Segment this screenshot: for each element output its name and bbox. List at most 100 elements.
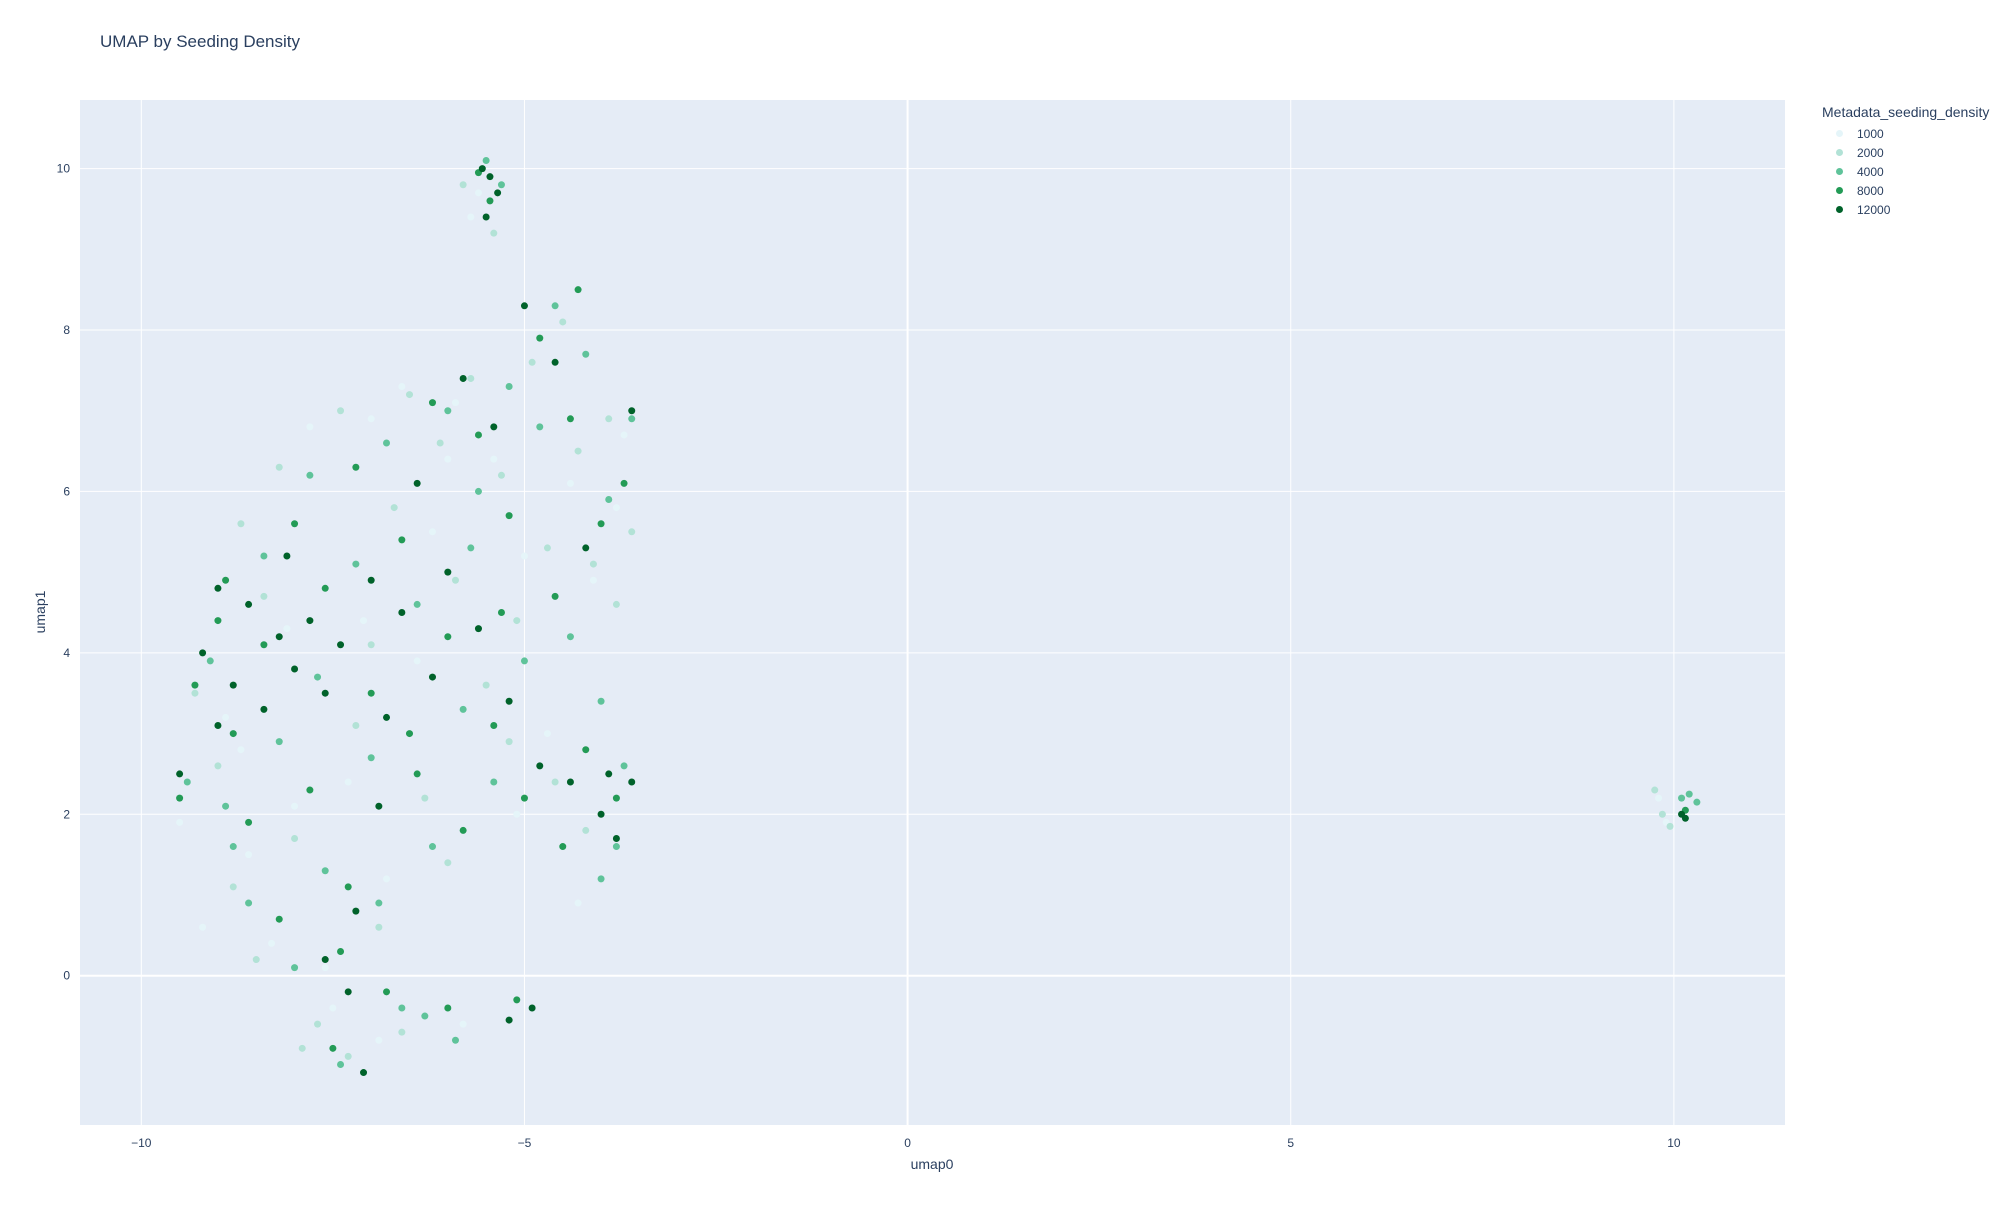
data-point-4000: [551, 302, 559, 310]
y-tick-label: 6: [63, 484, 70, 498]
data-point-4000: [497, 181, 505, 189]
legend-title: Metadata_seeding_density: [1822, 104, 1990, 120]
data-point-12000: [260, 705, 268, 713]
data-point-1000: [413, 657, 421, 665]
data-point-2000: [559, 318, 567, 326]
legend-label: 8000: [1857, 183, 1884, 198]
legend-item-12000[interactable]: 12000: [1822, 200, 1989, 219]
data-point-8000: [490, 721, 498, 729]
data-point-1000: [398, 383, 406, 391]
data-point-1000: [199, 923, 207, 931]
data-point-4000: [597, 875, 605, 883]
data-point-1000: [367, 415, 375, 423]
data-point-8000: [536, 334, 544, 342]
x-tick-label: 10: [1667, 1136, 1681, 1150]
data-point-4000: [222, 802, 230, 810]
legend-item-4000[interactable]: 4000: [1822, 162, 1989, 181]
data-point-4000: [474, 487, 482, 495]
data-point-12000: [612, 834, 620, 842]
data-point-8000: [191, 681, 199, 689]
data-point-8000: [566, 415, 574, 423]
x-axis-title: umap0: [911, 1156, 954, 1172]
data-point-4000: [375, 899, 383, 907]
data-point-12000: [459, 374, 467, 382]
data-point-8000: [306, 786, 314, 794]
data-point-12000: [199, 649, 207, 657]
legend-item-1000[interactable]: 1000: [1822, 124, 1989, 143]
data-point-8000: [612, 794, 620, 802]
legend-label: 2000: [1857, 145, 1884, 160]
data-point-2000: [467, 374, 475, 382]
points-layer: [176, 157, 1701, 1077]
data-point-2000: [344, 1052, 352, 1060]
legend-item-2000[interactable]: 2000: [1822, 143, 1989, 162]
grid-layer: [80, 100, 1785, 1125]
data-point-12000: [337, 641, 345, 649]
y-tick-label: 8: [63, 323, 70, 337]
data-point-1000: [344, 778, 352, 786]
data-point-4000: [337, 1060, 345, 1068]
data-point-12000: [605, 770, 613, 778]
data-point-1000: [306, 423, 314, 431]
data-point-12000: [344, 988, 352, 996]
data-point-12000: [383, 713, 391, 721]
data-point-2000: [444, 859, 452, 867]
x-tick-label: 0: [904, 1136, 911, 1150]
data-point-8000: [497, 609, 505, 616]
data-point-2000: [551, 778, 559, 786]
data-point-8000: [321, 584, 329, 592]
legend-item-8000[interactable]: 8000: [1822, 181, 1989, 200]
data-point-4000: [321, 867, 329, 875]
data-point-8000: [222, 576, 230, 584]
data-point-2000: [628, 528, 636, 536]
y-axis-title: umap1: [32, 590, 48, 633]
data-point-8000: [291, 520, 299, 528]
data-point-12000: [214, 721, 222, 729]
data-point-8000: [275, 915, 283, 923]
data-point-12000: [214, 584, 222, 592]
data-point-1000: [490, 455, 498, 463]
data-point-8000: [597, 520, 605, 528]
data-point-12000: [505, 697, 513, 705]
data-point-2000: [275, 463, 283, 471]
data-point-1000: [451, 399, 459, 407]
y-tick-label: 10: [57, 162, 71, 176]
data-point-8000: [513, 996, 521, 1004]
data-point-12000: [494, 189, 502, 197]
data-point-1000: [513, 810, 521, 818]
data-point-4000: [428, 843, 436, 851]
data-point-2000: [375, 923, 383, 931]
data-point-2000: [260, 592, 268, 600]
data-point-2000: [421, 794, 429, 802]
data-point-4000: [444, 407, 452, 415]
data-point-4000: [612, 843, 620, 851]
data-point-1000: [620, 431, 628, 439]
data-point-8000: [582, 746, 590, 754]
data-point-8000: [245, 818, 253, 826]
data-point-4000: [1693, 798, 1701, 806]
data-point-4000: [482, 157, 490, 165]
data-point-4000: [505, 383, 513, 391]
x-tick-label: −10: [131, 1136, 152, 1150]
data-point-12000: [321, 956, 329, 964]
data-point-4000: [206, 657, 214, 665]
data-point-12000: [245, 600, 253, 608]
data-point-8000: [406, 730, 414, 738]
y-tick-label: 2: [63, 807, 70, 821]
data-point-1000: [329, 1004, 337, 1012]
data-point-12000: [628, 778, 636, 786]
data-point-2000: [352, 721, 360, 729]
data-point-2000: [191, 689, 199, 697]
data-point-12000: [582, 544, 590, 552]
data-point-4000: [1685, 790, 1693, 798]
data-point-8000: [398, 536, 406, 544]
data-point-2000: [612, 600, 620, 608]
data-point-2000: [214, 762, 222, 770]
data-point-12000: [474, 625, 482, 633]
data-point-8000: [520, 794, 528, 802]
data-point-8000: [551, 592, 559, 600]
data-point-4000: [306, 471, 314, 479]
data-point-2000: [252, 956, 260, 964]
data-point-8000: [574, 286, 582, 294]
data-point-8000: [337, 947, 345, 955]
